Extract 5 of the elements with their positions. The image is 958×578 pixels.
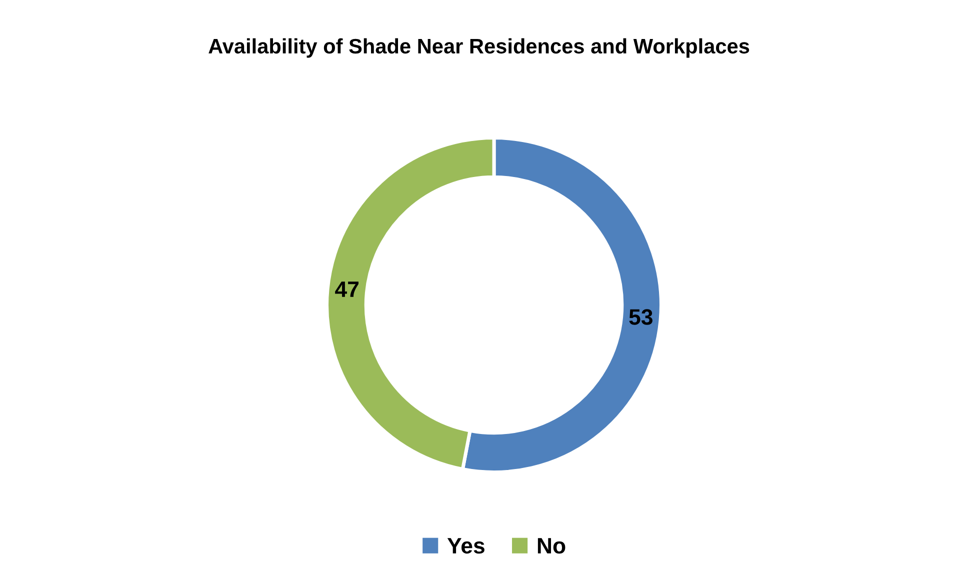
data-label: 47 [335, 282, 358, 297]
legend-label: Yes [447, 538, 484, 554]
chart-title: Availability of Shade Near Residences and Workplaces [208, 38, 750, 58]
legend-label: No [538, 538, 566, 554]
data-label: 53 [629, 309, 652, 325]
